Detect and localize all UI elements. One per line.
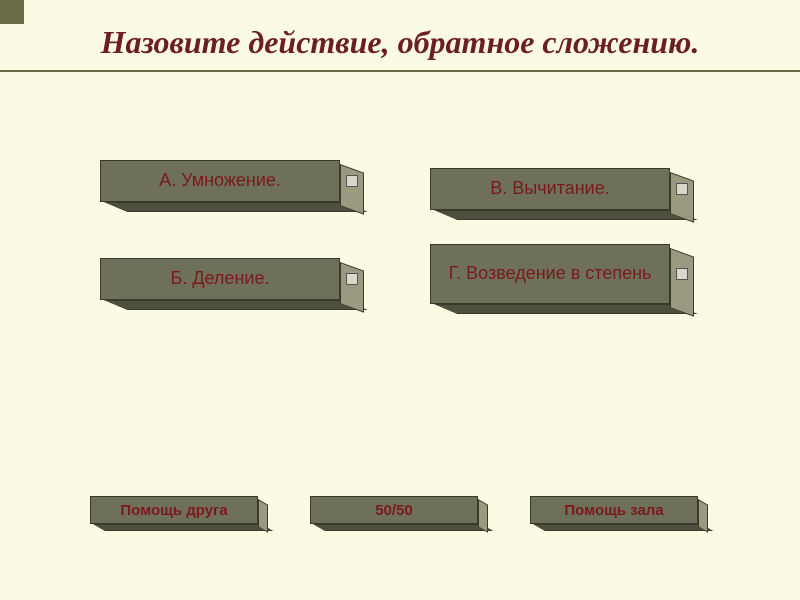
answer-a-button[interactable]: А. Умножение. [100,160,370,214]
arrow-icon [676,268,688,280]
answer-a-label: А. Умножение. [100,160,340,202]
answer-g-label: Г. Возведение в степень [430,244,670,304]
help-fifty-button[interactable]: 50/50 [310,496,490,536]
help-audience-button[interactable]: Помощь зала [530,496,710,536]
accent-square [0,0,24,24]
answer-b-button[interactable]: Б. Деление. [100,258,370,312]
answer-b-label: Б. Деление. [100,258,340,300]
title-divider [0,70,800,72]
help-fifty-label: 50/50 [310,496,478,524]
arrow-icon [346,273,358,285]
helpers-row: Помощь друга 50/50 Помощь зала [0,496,800,536]
help-audience-label: Помощь зала [530,496,698,524]
arrow-icon [676,183,688,195]
question-title: Назовите действие, обратное сложению. [0,0,800,62]
help-friend-label: Помощь друга [90,496,258,524]
arrow-icon [346,175,358,187]
help-friend-button[interactable]: Помощь друга [90,496,270,536]
answer-v-label: В. Вычитание. [430,168,670,210]
answer-g-button[interactable]: Г. Возведение в степень [430,244,700,298]
answer-v-button[interactable]: В. Вычитание. [430,168,700,222]
